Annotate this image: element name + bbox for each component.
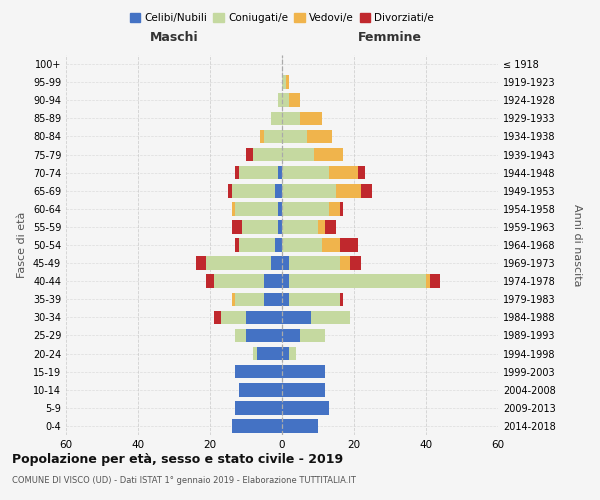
Bar: [282, 365, 325, 378]
Bar: [264, 292, 282, 306]
Bar: [253, 347, 257, 360]
Bar: [275, 238, 282, 252]
Bar: [318, 220, 325, 234]
Bar: [282, 310, 311, 324]
Bar: [221, 310, 246, 324]
Bar: [289, 347, 296, 360]
Text: Popolazione per età, sesso e stato civile - 2019: Popolazione per età, sesso e stato civil…: [12, 452, 343, 466]
Bar: [282, 238, 322, 252]
Bar: [340, 202, 343, 215]
Bar: [246, 148, 253, 162]
Text: Femmine: Femmine: [358, 31, 422, 44]
Bar: [196, 256, 206, 270]
Bar: [264, 130, 282, 143]
Bar: [275, 184, 282, 198]
Bar: [361, 184, 372, 198]
Bar: [340, 256, 350, 270]
Bar: [350, 256, 361, 270]
Bar: [282, 166, 329, 179]
Bar: [282, 112, 300, 125]
Bar: [282, 184, 336, 198]
Bar: [289, 256, 340, 270]
Bar: [235, 292, 264, 306]
Bar: [340, 238, 358, 252]
Bar: [206, 274, 214, 288]
Bar: [282, 292, 289, 306]
Bar: [235, 202, 278, 215]
Bar: [307, 130, 332, 143]
Bar: [257, 347, 282, 360]
Bar: [239, 383, 282, 396]
Bar: [282, 76, 286, 89]
Bar: [214, 274, 264, 288]
Bar: [282, 148, 314, 162]
Bar: [253, 148, 282, 162]
Bar: [282, 274, 289, 288]
Bar: [282, 383, 325, 396]
Y-axis label: Anni di nascita: Anni di nascita: [572, 204, 582, 286]
Bar: [232, 292, 235, 306]
Y-axis label: Fasce di età: Fasce di età: [17, 212, 27, 278]
Bar: [235, 238, 239, 252]
Bar: [329, 166, 358, 179]
Bar: [228, 184, 232, 198]
Bar: [311, 310, 350, 324]
Bar: [325, 220, 336, 234]
Bar: [282, 419, 318, 432]
Bar: [322, 238, 340, 252]
Bar: [246, 328, 282, 342]
Bar: [278, 220, 282, 234]
Bar: [235, 166, 239, 179]
Bar: [426, 274, 430, 288]
Bar: [300, 112, 322, 125]
Bar: [282, 130, 307, 143]
Bar: [286, 76, 289, 89]
Bar: [232, 419, 282, 432]
Bar: [242, 220, 278, 234]
Bar: [282, 94, 289, 107]
Bar: [278, 202, 282, 215]
Text: Maschi: Maschi: [149, 31, 199, 44]
Bar: [289, 94, 300, 107]
Bar: [235, 365, 282, 378]
Text: COMUNE DI VISCO (UD) - Dati ISTAT 1° gennaio 2019 - Elaborazione TUTTITALIA.IT: COMUNE DI VISCO (UD) - Dati ISTAT 1° gen…: [12, 476, 356, 485]
Bar: [329, 202, 340, 215]
Bar: [289, 274, 426, 288]
Bar: [300, 328, 325, 342]
Bar: [235, 328, 246, 342]
Bar: [264, 274, 282, 288]
Bar: [282, 328, 300, 342]
Bar: [340, 292, 343, 306]
Bar: [282, 401, 329, 414]
Bar: [260, 130, 264, 143]
Bar: [246, 310, 282, 324]
Bar: [282, 202, 329, 215]
Bar: [282, 256, 289, 270]
Bar: [206, 256, 271, 270]
Bar: [430, 274, 440, 288]
Bar: [289, 292, 340, 306]
Bar: [278, 94, 282, 107]
Bar: [358, 166, 365, 179]
Bar: [271, 256, 282, 270]
Bar: [282, 347, 289, 360]
Bar: [232, 202, 235, 215]
Bar: [271, 112, 282, 125]
Bar: [282, 220, 318, 234]
Bar: [232, 184, 275, 198]
Bar: [278, 166, 282, 179]
Bar: [235, 401, 282, 414]
Bar: [232, 220, 242, 234]
Bar: [214, 310, 221, 324]
Bar: [336, 184, 361, 198]
Legend: Celibi/Nubili, Coniugati/e, Vedovi/e, Divorziati/e: Celibi/Nubili, Coniugati/e, Vedovi/e, Di…: [125, 9, 439, 27]
Bar: [314, 148, 343, 162]
Bar: [239, 238, 275, 252]
Bar: [239, 166, 278, 179]
